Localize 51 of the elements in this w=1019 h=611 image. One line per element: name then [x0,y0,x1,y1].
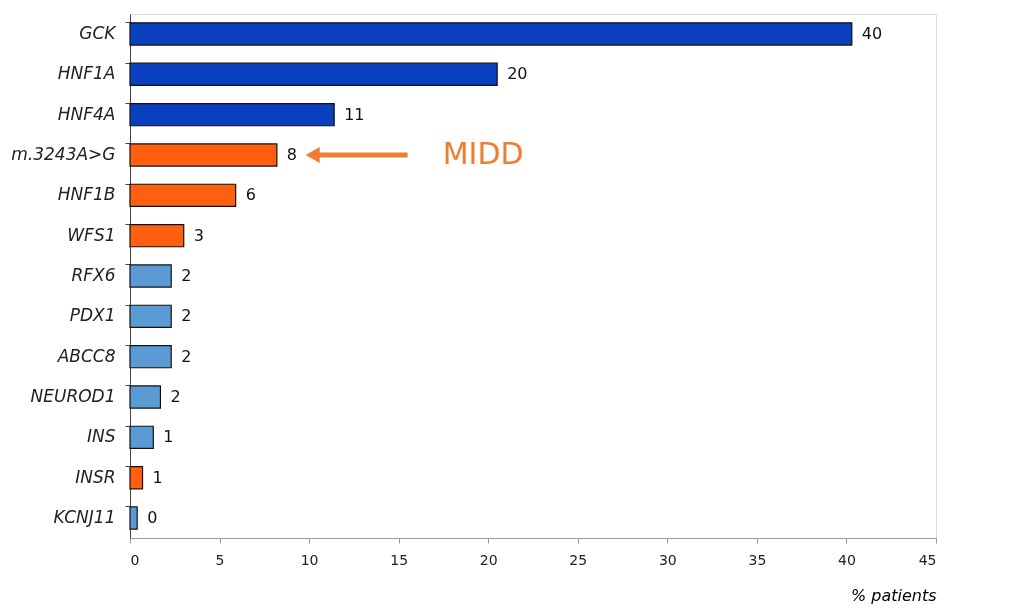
x-tick-label: 25 [569,551,588,568]
annotation: MIDD [442,135,524,171]
data-label: 2 [181,266,192,285]
y-tick-label: KCNJ11 [53,507,116,528]
bar [129,223,185,248]
y-tick-label: HNF1A [57,63,116,84]
bar [129,344,172,369]
x-tick-label: 45 [918,551,937,568]
bar [129,62,498,86]
y-tick-label: PDX1 [69,305,116,326]
y-tick-label: m.3243A>G [11,143,116,164]
y-tick-label: INSR [75,466,116,487]
data-label: 6 [245,185,256,205]
x-tick-label: 20 [479,551,498,568]
bar [129,466,144,490]
data-label: 2 [181,346,192,366]
data-label: 8 [286,144,298,164]
data-label: 1 [152,467,163,487]
data-label: 3 [193,225,204,245]
data-label: 20 [507,64,528,84]
x-tick-label: 0 [130,551,140,568]
data-label: 0 [147,508,158,528]
y-tick-label: WFS1 [67,224,116,245]
y-tick-label: RFX6 [71,265,116,285]
bar [129,304,172,329]
x-tick-label: 40 [838,551,856,568]
bar [129,506,138,530]
data-label: 2 [181,306,192,326]
data-label: 1 [163,427,174,447]
bar [129,264,172,288]
data-label: 40 [861,23,883,43]
bar [129,22,853,46]
y-tick-label: NEUROD1 [30,386,116,407]
data-label: 11 [344,104,365,124]
bar [129,143,278,167]
y-tick-label: ABCC8 [56,345,116,366]
y-tick-label: HNF4A [57,103,116,124]
bar [129,385,162,409]
x-tick-label: 35 [748,551,767,568]
y-tick-label: HNF1B [57,184,116,205]
x-tick-label: 5 [215,551,225,568]
y-tick-label: INS [86,426,116,447]
data-label: 2 [170,387,181,407]
x-tick-label: 10 [300,551,319,568]
x-tick-label: 30 [658,551,677,568]
bar [129,183,237,208]
bar [129,425,154,450]
x-tick-label: 15 [390,551,409,568]
bar [129,102,335,127]
x-axis-title: % patients [850,585,937,605]
y-tick-label: GCK [79,22,118,43]
